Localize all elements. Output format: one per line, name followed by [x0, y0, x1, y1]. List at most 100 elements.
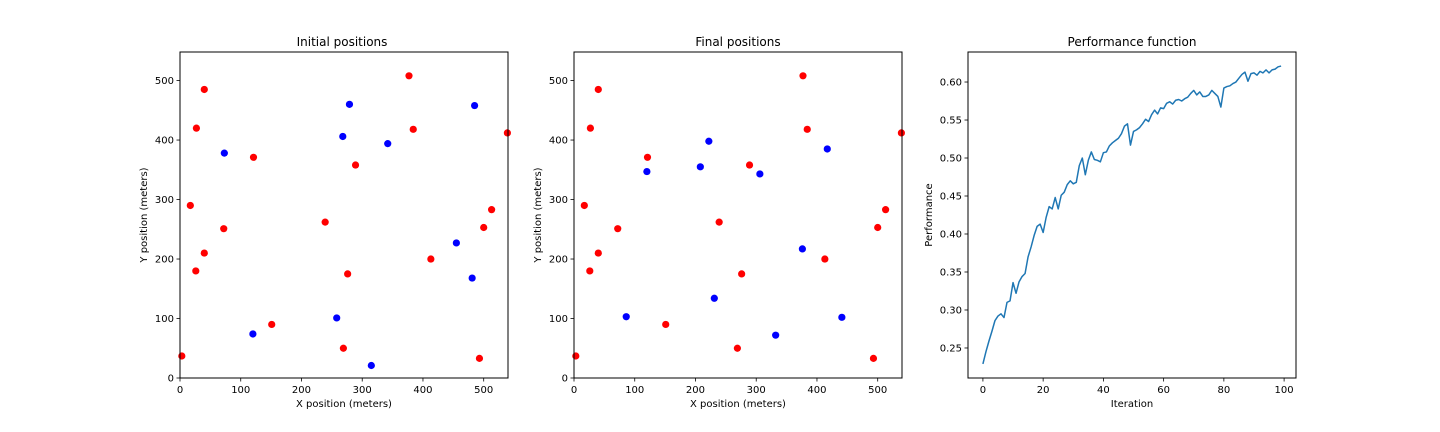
x-tick-label: 400 [413, 385, 432, 396]
x-tick-label: 300 [353, 385, 372, 396]
red-point [821, 255, 829, 263]
red-point [503, 129, 511, 137]
blue-point [345, 100, 354, 108]
red-point [351, 161, 360, 169]
plot-area: 0 20 40 60 80 100 0.25 0.30 0.35 0.40 0.45 0.50 0.55… [940, 65, 1294, 396]
x-tick-label: 100 [625, 385, 644, 396]
plot-area: 0 100 200 300 400 500 0 100 200 300 400 500 [549, 72, 905, 396]
x-axis-label: Iteration [1111, 399, 1153, 410]
blue-point [249, 330, 257, 338]
red-point [733, 344, 741, 352]
chart-title: Final positions [695, 35, 780, 49]
x-tick-label: 80 [1217, 385, 1230, 396]
red-point [186, 201, 194, 210]
blue-point [643, 167, 651, 176]
red-point [409, 125, 417, 133]
y-tick-label: 0.60 [940, 78, 962, 89]
y-tick-label: 0.25 [940, 343, 962, 354]
red-point [803, 125, 811, 133]
chart-title: Performance function [1068, 35, 1197, 49]
red-point [869, 354, 878, 362]
red-point [427, 255, 435, 263]
x-tick-label: 40 [1097, 385, 1110, 396]
final-positions-chart: Final positions 0 100 200 300 400 500 0 100 200 3… [533, 35, 905, 410]
blue-point [798, 245, 806, 253]
red-point [594, 249, 602, 257]
blue-point [696, 163, 704, 171]
red-point [580, 201, 588, 210]
y-tick-label: 0.40 [940, 229, 962, 240]
red-point [882, 206, 890, 214]
red-point [488, 206, 496, 214]
y-tick-label: 400 [549, 136, 568, 147]
y-tick-label: 200 [549, 255, 568, 266]
initial-positions-chart: Initial positions 0 100 200 300 400 500 0 100 20… [139, 35, 511, 410]
x-tick-label: 100 [1275, 385, 1294, 396]
x-tick-label: 300 [747, 385, 766, 396]
plot-area: 0 100 200 300 400 500 0 100 200 300 400 500 [155, 72, 511, 396]
x-tick-label: 0 [177, 385, 183, 396]
red-point [200, 85, 208, 94]
red-point [249, 153, 258, 161]
y-axis-label: Y position (meters) [139, 167, 150, 263]
x-tick-label: 400 [807, 385, 826, 396]
red-point [897, 129, 905, 137]
y-tick-label: 0.55 [940, 116, 962, 127]
blue-point [367, 361, 375, 370]
red-point [268, 320, 276, 329]
y-tick-label: 500 [155, 76, 174, 87]
blue-point [710, 294, 718, 302]
red-point [874, 223, 882, 232]
y-tick-label: 300 [549, 195, 568, 206]
axes-frame [967, 51, 1297, 379]
red-point [738, 270, 746, 278]
red-point [586, 267, 594, 275]
y-axis-label: Performance [924, 183, 935, 246]
blue-point [384, 140, 392, 148]
red-point [614, 225, 622, 233]
blue-point [838, 313, 846, 321]
red-point [715, 218, 723, 226]
red-point [200, 249, 208, 257]
y-tick-label: 0 [168, 374, 174, 385]
blue-point [470, 101, 479, 110]
blue-point [756, 170, 764, 178]
red-point [178, 352, 186, 360]
y-tick-label: 0.50 [940, 154, 962, 165]
blue-point [823, 145, 831, 153]
blue-point [468, 274, 476, 282]
chart-title: Initial positions [297, 35, 388, 49]
y-tick-label: 0.30 [940, 305, 962, 316]
x-tick-label: 20 [1037, 385, 1050, 396]
y-tick-label: 400 [155, 136, 174, 147]
red-point [321, 218, 329, 226]
y-tick-label: 0.45 [940, 192, 962, 203]
blue-point [452, 239, 460, 247]
blue-point [333, 314, 341, 322]
performance-function-chart: Performance function 0 20 40 60 80 100 0.25 0.3… [924, 35, 1297, 410]
red-point [662, 320, 670, 329]
y-tick-label: 200 [155, 255, 174, 266]
red-point [339, 344, 347, 352]
red-point [799, 72, 807, 80]
red-point [405, 72, 413, 80]
red-point [572, 352, 580, 360]
x-tick-label: 0 [571, 385, 577, 396]
x-tick-label: 100 [231, 385, 250, 396]
x-tick-label: 60 [1157, 385, 1170, 396]
red-point [586, 124, 595, 132]
y-tick-label: 0.35 [940, 267, 962, 278]
red-point [220, 225, 228, 233]
red-point [344, 270, 352, 278]
y-tick-label: 500 [549, 76, 568, 87]
x-tick-label: 500 [474, 385, 493, 396]
x-axis-label: X position (meters) [296, 399, 392, 410]
x-tick-label: 200 [292, 385, 311, 396]
red-point [643, 153, 652, 161]
axes-frame [179, 51, 509, 379]
axes-frame [573, 51, 903, 379]
blue-point [339, 132, 347, 141]
red-point [745, 161, 754, 169]
y-tick-label: 100 [549, 314, 568, 325]
